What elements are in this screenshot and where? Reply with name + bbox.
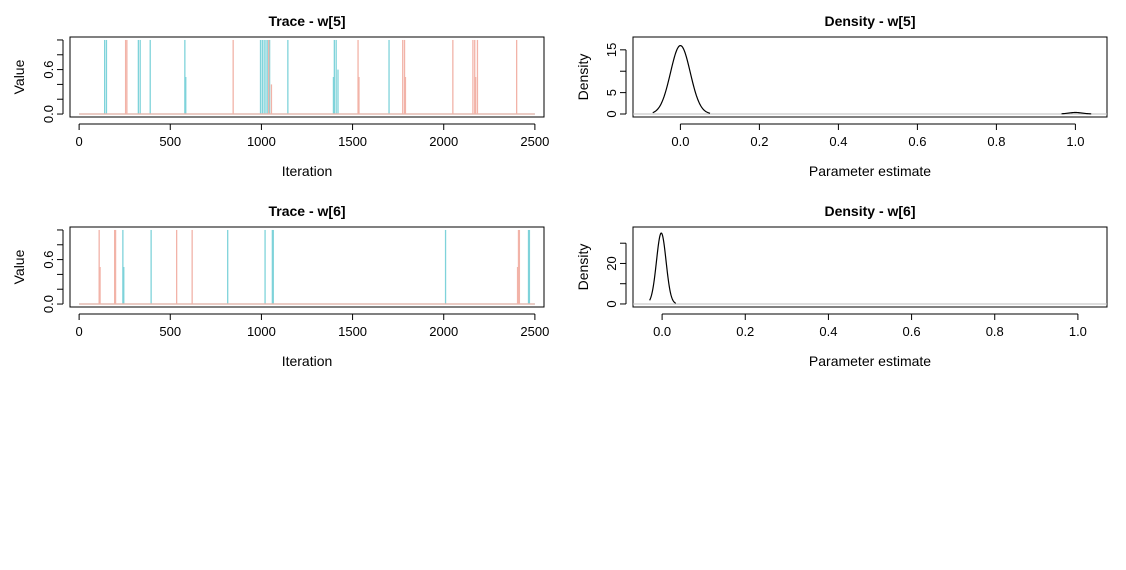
dens6-density-curve — [649, 232, 677, 304]
panel-trace-w5: Trace - w[5] Iteration Value 0 500 1000 150… — [11, 13, 549, 179]
trace6-x-tick-label: 500 — [159, 324, 181, 339]
panel-trace-w6: Trace - w[6] Iteration Value 0 500 1000 150… — [11, 203, 549, 369]
dens5-x-tick-label: 0.2 — [750, 134, 768, 149]
trace6-y-tick-label: 0.0 — [41, 295, 56, 313]
dens6-x-tick-label: 0.6 — [903, 324, 921, 339]
dens6-y-tick-label: 20 — [604, 256, 619, 270]
trace6-x-tick-label: 0 — [75, 324, 82, 339]
density-w6-plot-frame — [632, 226, 1108, 308]
trace5-x-tick-label: 1000 — [247, 134, 276, 149]
density-w5-title: Density - w[5] — [824, 13, 915, 29]
dens6-x-tick-label: 0.4 — [819, 324, 837, 339]
trace5-y-tick-label: 0.0 — [41, 105, 56, 123]
dens5-x-tick-label: 0.8 — [987, 134, 1005, 149]
trace-w5-marks — [79, 39, 535, 115]
dens6-x-tick-label: 0.8 — [986, 324, 1004, 339]
dens5-x-tick-label: 0.4 — [829, 134, 847, 149]
trace5-x-tick-label: 1500 — [338, 134, 367, 149]
trace-w6-ylabel: Value — [11, 249, 27, 284]
density-w5-marks — [633, 44, 1107, 115]
density-w5-xlabel: Parameter estimate — [809, 163, 931, 179]
density-w5-axes: 0.0 0.2 0.4 0.6 0.8 1.0 0 5 15 — [604, 43, 1084, 149]
trace-w5-axes: 0 500 1000 1500 2000 2500 0.0 0.6 — [41, 39, 549, 149]
dens5-y-tick-label: 0 — [604, 110, 619, 117]
trace5-x-tick-label: 0 — [75, 134, 82, 149]
density-w5-ylabel: Density — [575, 54, 591, 101]
dens5-x-tick-label: 1.0 — [1066, 134, 1084, 149]
density-w5-plot-frame — [632, 36, 1108, 118]
trace-w5-ylabel: Value — [11, 59, 27, 94]
density-w6-xlabel: Parameter estimate — [809, 353, 931, 369]
trace-w5-title: Trace - w[5] — [268, 13, 345, 29]
trace-w6-axes: 0 500 1000 1500 2000 2500 0.0 0.6 — [41, 229, 549, 339]
dens6-x-tick-label: 0.0 — [653, 324, 671, 339]
dens5-y-tick-label: 5 — [604, 89, 619, 96]
trace-w5-plot-frame — [69, 36, 545, 118]
trace-w6-title: Trace - w[6] — [268, 203, 345, 219]
trace-w6-xlabel: Iteration — [282, 353, 333, 369]
dens5-density-curve — [652, 44, 711, 114]
trace6-y-tick-label: 0.6 — [41, 251, 56, 269]
dens6-x-tick-label: 1.0 — [1069, 324, 1087, 339]
panel-density-w5: Density - w[5] Parameter estimate Densit… — [575, 13, 1108, 179]
trace5-y-tick-label: 0.6 — [41, 61, 56, 79]
dens5-x-tick-label: 0.0 — [671, 134, 689, 149]
density-w6-ylabel: Density — [575, 244, 591, 291]
panel-density-w6: Density - w[6] Parameter estimate Densit… — [575, 203, 1108, 369]
trace5-x-tick-label: 2000 — [429, 134, 458, 149]
dens6-y-tick-label: 0 — [604, 300, 619, 307]
dens6-x-tick-label: 0.2 — [736, 324, 754, 339]
density-w6-title: Density - w[6] — [824, 203, 915, 219]
density-w6-axes: 0.0 0.2 0.4 0.6 0.8 1.0 0 20 — [604, 242, 1087, 339]
density-w6-marks — [633, 232, 1107, 305]
trace-w6-marks — [79, 229, 535, 305]
dens5-density-bump — [1061, 111, 1092, 115]
trace-w6-plot-frame — [69, 226, 545, 308]
trace5-x-tick-label: 2500 — [520, 134, 549, 149]
trace-w5-xlabel: Iteration — [282, 163, 333, 179]
dens5-y-tick-label: 15 — [604, 43, 619, 57]
trace5-x-tick-label: 500 — [159, 134, 181, 149]
dens5-x-tick-label: 0.6 — [908, 134, 926, 149]
trace6-x-tick-label: 2000 — [429, 324, 458, 339]
trace6-x-tick-label: 1500 — [338, 324, 367, 339]
trace6-x-tick-label: 2500 — [520, 324, 549, 339]
trace6-x-tick-label: 1000 — [247, 324, 276, 339]
